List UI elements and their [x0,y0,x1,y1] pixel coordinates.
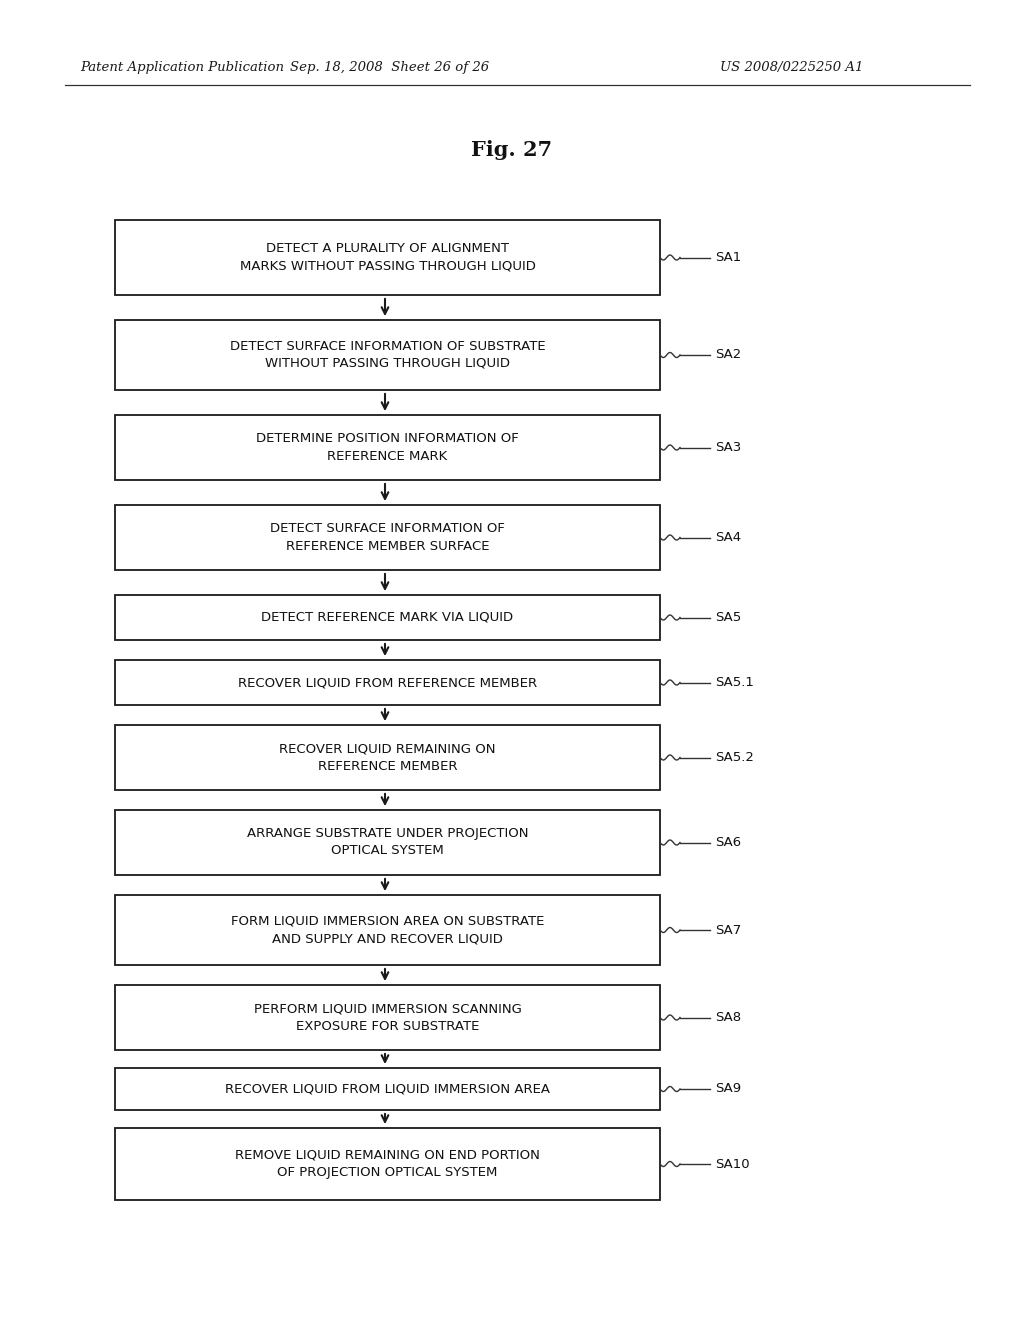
Text: REMOVE LIQUID REMAINING ON END PORTION
OF PROJECTION OPTICAL SYSTEM: REMOVE LIQUID REMAINING ON END PORTION O… [236,1148,540,1179]
Bar [115,725,660,789]
Text: SA10: SA10 [715,1158,750,1171]
Text: DETECT SURFACE INFORMATION OF
REFERENCE MEMBER SURFACE: DETECT SURFACE INFORMATION OF REFERENCE … [270,523,505,553]
Bar [115,319,660,389]
Text: FORM LIQUID IMMERSION AREA ON SUBSTRATE
AND SUPPLY AND RECOVER LIQUID: FORM LIQUID IMMERSION AREA ON SUBSTRATE … [230,915,544,945]
Text: RECOVER LIQUID FROM LIQUID IMMERSION AREA: RECOVER LIQUID FROM LIQUID IMMERSION ARE… [225,1082,550,1096]
Text: SA1: SA1 [715,251,741,264]
Text: US 2008/0225250 A1: US 2008/0225250 A1 [720,62,863,74]
Text: Patent Application Publication: Patent Application Publication [80,62,284,74]
Bar [115,985,660,1049]
Text: SA6: SA6 [715,836,741,849]
Text: Sep. 18, 2008  Sheet 26 of 26: Sep. 18, 2008 Sheet 26 of 26 [291,62,489,74]
Bar [115,1068,660,1110]
Text: DETECT SURFACE INFORMATION OF SUBSTRATE
WITHOUT PASSING THROUGH LIQUID: DETECT SURFACE INFORMATION OF SUBSTRATE … [229,341,546,370]
Text: PERFORM LIQUID IMMERSION SCANNING
EXPOSURE FOR SUBSTRATE: PERFORM LIQUID IMMERSION SCANNING EXPOSU… [254,1002,521,1032]
Text: SA8: SA8 [715,1011,741,1024]
Text: SA5.2: SA5.2 [715,751,754,764]
Text: ARRANGE SUBSTRATE UNDER PROJECTION
OPTICAL SYSTEM: ARRANGE SUBSTRATE UNDER PROJECTION OPTIC… [247,828,528,858]
Text: SA4: SA4 [715,531,741,544]
Text: Fig. 27: Fig. 27 [471,140,553,160]
Text: SA5.1: SA5.1 [715,676,754,689]
Bar [115,660,660,705]
Text: SA5: SA5 [715,611,741,624]
Bar [115,220,660,294]
Text: DETECT REFERENCE MARK VIA LIQUID: DETECT REFERENCE MARK VIA LIQUID [261,611,514,624]
Text: SA7: SA7 [715,924,741,936]
Bar [115,895,660,965]
Bar [115,810,660,875]
Text: DETECT A PLURALITY OF ALIGNMENT
MARKS WITHOUT PASSING THROUGH LIQUID: DETECT A PLURALITY OF ALIGNMENT MARKS WI… [240,243,536,272]
Bar [115,1129,660,1200]
Text: RECOVER LIQUID REMAINING ON
REFERENCE MEMBER: RECOVER LIQUID REMAINING ON REFERENCE ME… [280,742,496,772]
Text: SA9: SA9 [715,1082,741,1096]
Bar [115,414,660,480]
Bar [115,595,660,640]
Text: SA2: SA2 [715,348,741,362]
Bar [115,506,660,570]
Text: RECOVER LIQUID FROM REFERENCE MEMBER: RECOVER LIQUID FROM REFERENCE MEMBER [238,676,537,689]
Text: DETERMINE POSITION INFORMATION OF
REFERENCE MARK: DETERMINE POSITION INFORMATION OF REFERE… [256,433,519,462]
Text: SA3: SA3 [715,441,741,454]
